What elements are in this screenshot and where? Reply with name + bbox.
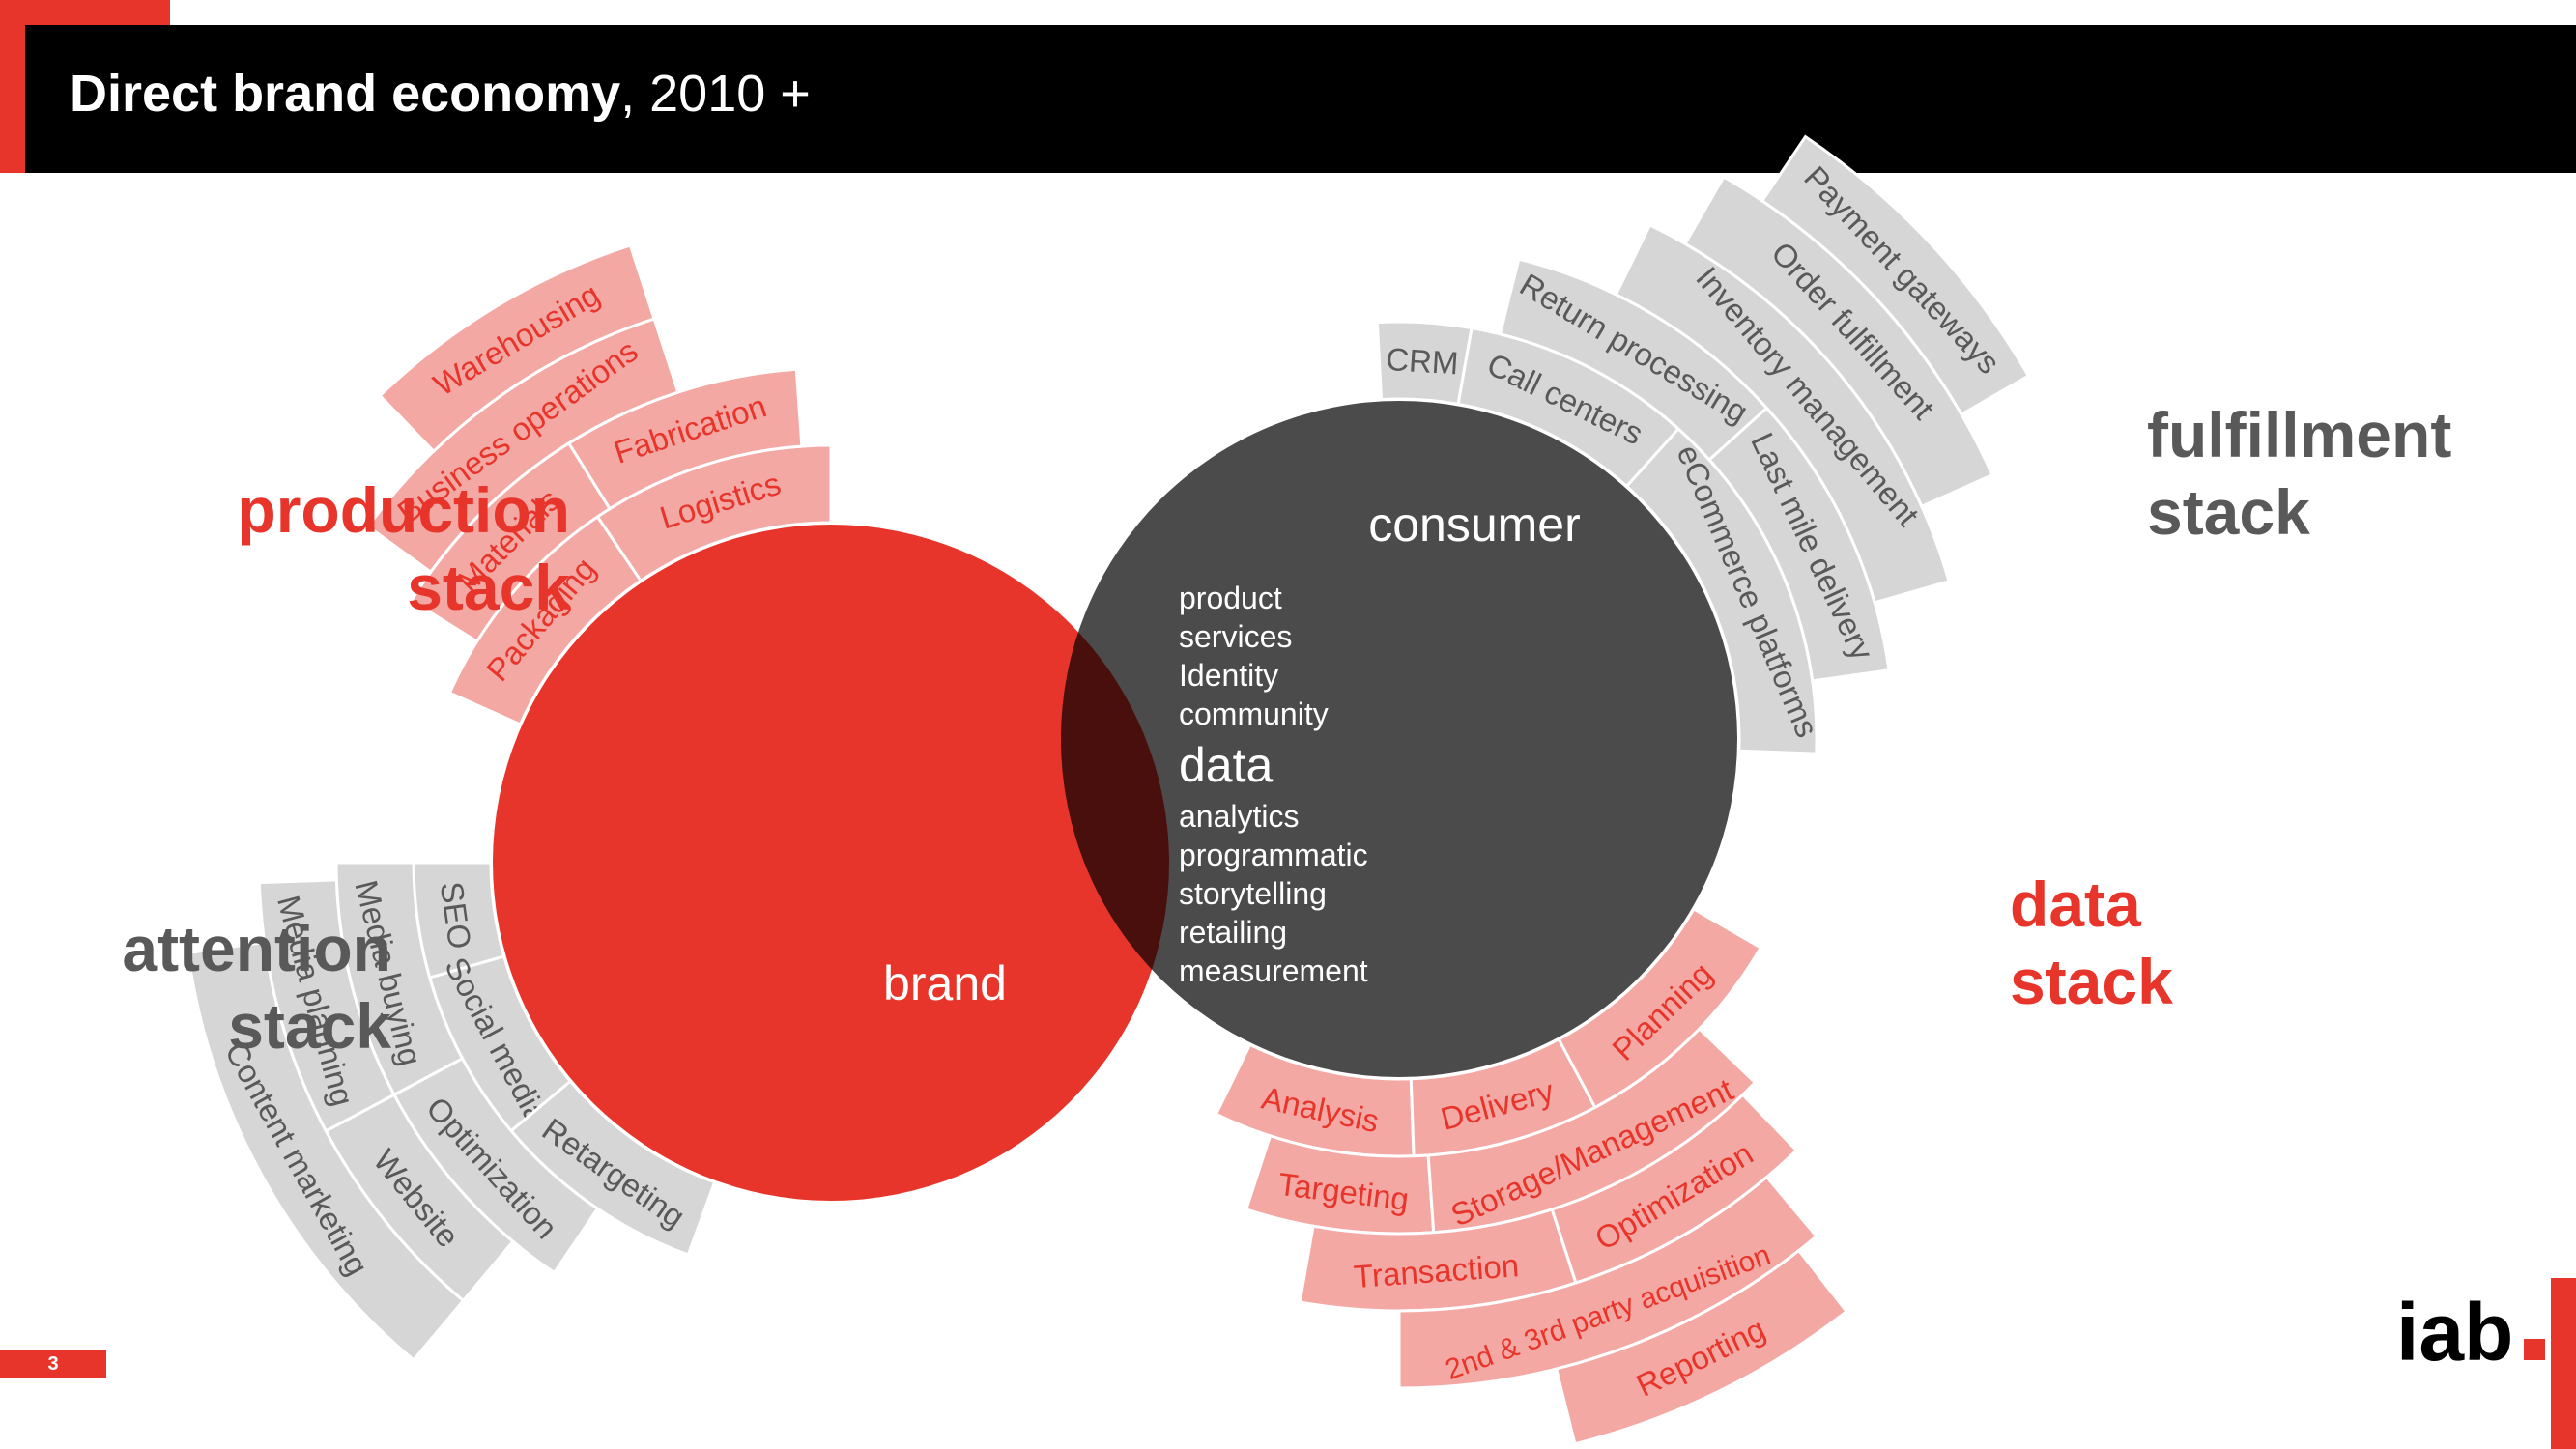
segment-warehousing-segment [378,242,656,454]
corner-mark-top-left [0,0,170,25]
iab-logo-text: iab [2396,1287,2513,1378]
overlap-item-data: data [1179,738,1274,792]
production-stack-label: production stack [237,474,570,623]
overlap-item: retailing [1179,915,1287,950]
overlap-item: measurement [1179,953,1368,988]
page-title: Direct brand economy, 2010 + [70,65,811,123]
overlap-item: product [1179,581,1282,615]
consumer-circle [1061,401,1737,1077]
consumer-label: consumer [1368,497,1581,552]
overlap-item: Identity [1179,658,1278,693]
fulfillment-stack-label: fulfillment stack [2147,399,2452,548]
title-bar [25,25,2576,173]
slide-number: 3 [0,1350,106,1378]
corner-mark-left [0,0,25,173]
brand-circle [493,525,1169,1201]
brand-label: brand [883,956,1007,1010]
segment-payment-gateways-segment [1760,134,2031,417]
overlap-item: services [1179,619,1292,654]
segment-reporting-segment [1554,1248,1849,1446]
iab-logo: iab [2396,1275,2551,1386]
overlap-item: programmatic [1179,838,1368,872]
data-stack-label: data stack [2010,868,2173,1017]
corner-mark-bottom-right [2551,1278,2576,1449]
iab-logo-dot [2524,1339,2545,1360]
overlap-item: analytics [1179,799,1300,834]
segment-content-marketing-segment [186,940,466,1362]
segment-crm-label: CRM [1385,341,1459,382]
attention-stack-label: attention stack [122,913,391,1062]
overlap-item: storytelling [1179,876,1327,911]
overlap-item: community [1179,696,1329,731]
